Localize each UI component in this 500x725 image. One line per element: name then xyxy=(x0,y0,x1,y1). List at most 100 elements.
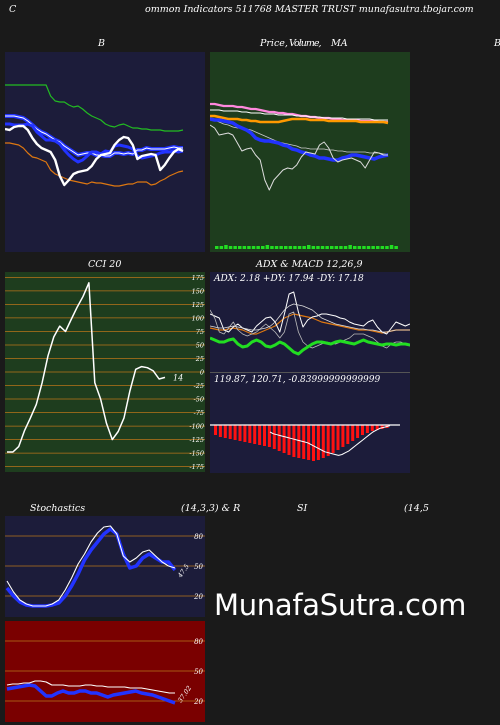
macd-panel: 119.87, 120.71, -0.83999999999999 xyxy=(210,372,410,473)
cci-tick-label: 100 xyxy=(192,314,204,322)
volume-bar xyxy=(311,246,316,249)
macd-histogram-bar xyxy=(282,425,286,453)
williams-tick-label: 50 xyxy=(194,668,203,676)
williams-tick-label: 80 xyxy=(194,638,203,646)
volume-bar xyxy=(385,246,389,249)
macd-histogram-bar xyxy=(316,425,320,460)
adx-line xyxy=(210,336,410,356)
cci-tick-label: 150 xyxy=(192,287,204,295)
williams-tick-label: 20 xyxy=(193,698,203,706)
bollinger-price-line xyxy=(5,124,184,187)
macd-histogram-bar xyxy=(248,425,252,443)
volume-bar xyxy=(348,245,352,249)
volume-bar xyxy=(316,246,320,249)
volume-bar xyxy=(389,245,394,249)
macd-histogram-bar xyxy=(380,425,384,429)
macd-histogram-bar xyxy=(228,425,232,439)
williams-d-line xyxy=(6,683,176,705)
volume-bar xyxy=(302,246,306,249)
stochastics-d-line xyxy=(5,527,177,608)
volume-bar xyxy=(320,246,325,249)
macd-histogram-bar xyxy=(223,425,227,438)
cci-tick-label: -150 xyxy=(189,450,204,458)
bollinger-upper-band xyxy=(5,84,184,132)
macd-histogram-bar xyxy=(258,425,262,445)
cci-last-value: 14 xyxy=(173,373,183,382)
watermark: MunafaSutra.com xyxy=(214,588,467,622)
stochastics-title: Stochastics xyxy=(30,503,86,514)
macd-histogram-bar xyxy=(253,425,257,444)
volume-bar xyxy=(247,246,251,249)
stochastics-chart: 80 50 20 47.5 xyxy=(5,525,205,608)
page-title: ommon Indicators 511768 MASTER TRUST mun… xyxy=(145,4,474,15)
stochastics-last-value: 47.5 xyxy=(176,563,191,580)
volume-bar xyxy=(357,246,362,249)
price-title-c: MA xyxy=(331,38,348,49)
macd-histogram-bar xyxy=(233,425,237,440)
volume-bar xyxy=(297,246,302,249)
volume-bar xyxy=(339,246,343,249)
macd-histogram-bar xyxy=(238,425,242,441)
volume-bar xyxy=(228,246,233,249)
volume-bar xyxy=(284,246,288,249)
cci-tick-label: -75 xyxy=(194,409,204,417)
volume-bar xyxy=(233,246,237,249)
macd-signal-line xyxy=(269,425,391,456)
macd-histogram-bar xyxy=(307,425,311,460)
volume-bar xyxy=(366,246,371,249)
cci-line xyxy=(7,282,166,453)
cci-tick-label: 0 xyxy=(200,369,204,377)
volume-bar xyxy=(224,245,228,249)
macd-histogram-bar xyxy=(341,425,345,447)
macd-histogram-bar xyxy=(321,425,325,458)
volume-bar xyxy=(219,246,224,249)
cci-tick-label: 125 xyxy=(192,301,204,309)
macd-histogram-bar xyxy=(365,425,369,433)
volume-bar xyxy=(265,245,270,249)
volume-bar xyxy=(353,246,357,249)
volume-bar xyxy=(307,245,311,249)
price-title-b: Volume, xyxy=(289,38,322,49)
macd-chart xyxy=(210,424,400,461)
volume-bar xyxy=(334,246,339,249)
cci-tick-label: -25 xyxy=(194,382,204,390)
volume-bar xyxy=(325,246,329,249)
stochastics-tick-label: 50 xyxy=(194,563,203,571)
volume-bar xyxy=(279,246,283,249)
volume-bar xyxy=(270,246,274,249)
volume-bar xyxy=(380,246,385,249)
cci-chart: 175 150 125 100 75 50 25 0 -25 -50 -75 -100 -125 -150… xyxy=(5,274,205,471)
right-cut-title: B xyxy=(494,38,500,49)
adx-chart xyxy=(210,291,410,356)
stochastics-tick-label: 80 xyxy=(194,533,203,541)
volume-bar xyxy=(362,246,366,249)
stochastics-tick-label: 20 xyxy=(193,593,203,601)
price-title-a: Price, xyxy=(260,38,288,49)
volume-bar xyxy=(288,246,293,249)
price-chart xyxy=(210,102,398,249)
cci-tick-label: 25 xyxy=(195,355,204,363)
rsi-title: SI xyxy=(297,503,308,514)
cci-tick-label: 175 xyxy=(192,274,204,282)
price-ma-white xyxy=(210,109,388,121)
stochastics-k-line xyxy=(6,525,176,607)
macd-histogram-bar xyxy=(361,425,364,435)
volume-bar xyxy=(251,246,256,249)
volume-bar xyxy=(293,246,297,249)
macd-histogram-bar xyxy=(287,425,291,455)
volume-bar xyxy=(242,246,247,249)
cci-tick-label: -125 xyxy=(189,436,204,444)
volume-bar xyxy=(215,246,219,249)
stochastics-panel: 80 50 20 47.5 xyxy=(5,516,205,617)
bollinger-lower-band xyxy=(5,142,184,187)
macd-histogram-bar xyxy=(277,425,281,451)
bollinger-chart xyxy=(5,84,184,187)
header-letter: C xyxy=(9,4,17,15)
adx-readout: ADX: 2.18 +DY: 17.94 -DY: 17.18 xyxy=(214,274,364,284)
macd-histogram-bar xyxy=(312,425,315,461)
stochastics-params: (14,3,3) & R xyxy=(181,503,241,514)
macd-histogram-bar xyxy=(336,425,340,450)
volume-bar xyxy=(343,246,348,249)
macd-histogram-bar xyxy=(346,425,350,444)
